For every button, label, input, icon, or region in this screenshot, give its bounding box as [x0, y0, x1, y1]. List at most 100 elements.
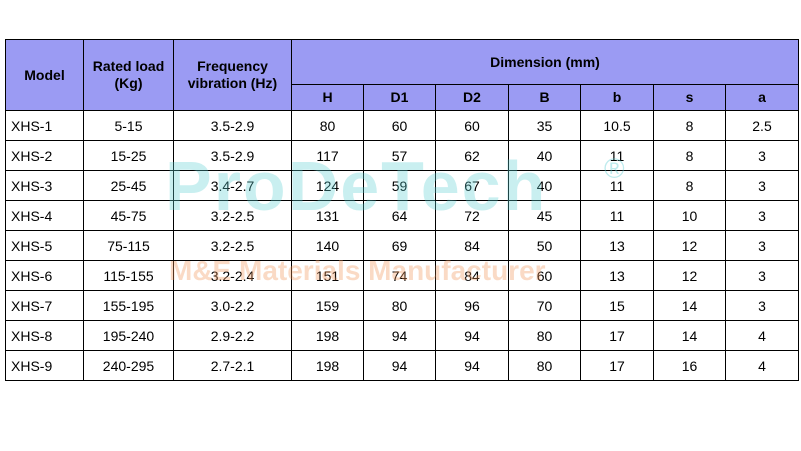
table-cell: 94	[363, 320, 436, 351]
table-cell: 45-75	[83, 200, 174, 231]
table-cell: 3.5-2.9	[173, 140, 292, 171]
model-cell: XHS-9	[5, 350, 84, 381]
header-dim-d1: D1	[363, 84, 436, 111]
table-cell: 3	[725, 230, 799, 261]
table-cell: 12	[653, 230, 726, 261]
table-cell: 115-155	[83, 260, 174, 291]
table-cell: 16	[653, 350, 726, 381]
table-cell: 117	[291, 140, 364, 171]
table-cell: 3	[725, 170, 799, 201]
table-cell: 60	[435, 110, 509, 141]
table-cell: 17	[580, 320, 654, 351]
table-row: XHS-8 195-240 2.9-2.2 198 94 94 80 17 14 4	[5, 320, 799, 351]
table-row: XHS-1 5-15 3.5-2.9 80 60 60 35 10.5 8 2.5	[5, 110, 799, 141]
table-cell: 17	[580, 350, 654, 381]
table-cell: 140	[291, 230, 364, 261]
table-cell: 75-115	[83, 230, 174, 261]
table-cell: 4	[725, 350, 799, 381]
table-cell: 3	[725, 200, 799, 231]
table-cell: 67	[435, 170, 509, 201]
table-cell: 74	[363, 260, 436, 291]
table-cell: 69	[363, 230, 436, 261]
table-cell: 72	[435, 200, 509, 231]
table-cell: 5-15	[83, 110, 174, 141]
table-cell: 35	[508, 110, 581, 141]
table-cell: 94	[435, 350, 509, 381]
table-row: XHS-2 15-25 3.5-2.9 117 57 62 40 11 8 3	[5, 140, 799, 171]
table-cell: 11	[580, 200, 654, 231]
table-cell: 240-295	[83, 350, 174, 381]
table-cell: 8	[653, 170, 726, 201]
table-cell: 60	[508, 260, 581, 291]
table-cell: 80	[291, 110, 364, 141]
table-cell: 15	[580, 290, 654, 321]
table-cell: 8	[653, 110, 726, 141]
table-cell: 151	[291, 260, 364, 291]
table-cell: 84	[435, 260, 509, 291]
table-row: XHS-5 75-115 3.2-2.5 140 69 84 50 13 12 3	[5, 230, 799, 261]
table-row: XHS-3 25-45 3.4-2.7 124 59 67 40 11 8 3	[5, 170, 799, 201]
header-model: Model	[5, 39, 84, 111]
table-cell: 10.5	[580, 110, 654, 141]
table-cell: 198	[291, 320, 364, 351]
table-cell: 50	[508, 230, 581, 261]
table-cell: 10	[653, 200, 726, 231]
model-cell: XHS-7	[5, 290, 84, 321]
table-cell: 3.2-2.5	[173, 200, 292, 231]
table-cell: 70	[508, 290, 581, 321]
table-cell: 3.2-2.4	[173, 260, 292, 291]
table-cell: 3.4-2.7	[173, 170, 292, 201]
header-dim-d2: D2	[435, 84, 509, 111]
table-cell: 3	[725, 140, 799, 171]
table-cell: 3.0-2.2	[173, 290, 292, 321]
table-cell: 62	[435, 140, 509, 171]
table-cell: 25-45	[83, 170, 174, 201]
table-cell: 64	[363, 200, 436, 231]
header-rated-load: Rated load (Kg)	[83, 39, 174, 111]
table-cell: 94	[363, 350, 436, 381]
model-cell: XHS-6	[5, 260, 84, 291]
table-cell: 124	[291, 170, 364, 201]
table-cell: 84	[435, 230, 509, 261]
header-dimension: Dimension (mm)	[291, 39, 799, 85]
table-row: XHS-7 155-195 3.0-2.2 159 80 96 70 15 14 3	[5, 290, 799, 321]
table-cell: 12	[653, 260, 726, 291]
table-row: XHS-9 240-295 2.7-2.1 198 94 94 80 17 16 4	[5, 350, 799, 381]
model-cell: XHS-4	[5, 200, 84, 231]
table-cell: 15-25	[83, 140, 174, 171]
table-cell: 14	[653, 320, 726, 351]
header-dim-s: s	[653, 84, 726, 111]
table-cell: 11	[580, 170, 654, 201]
table-cell: 59	[363, 170, 436, 201]
table-cell: 60	[363, 110, 436, 141]
table-cell: 14	[653, 290, 726, 321]
table-cell: 3.5-2.9	[173, 110, 292, 141]
header-frequency: Frequency vibration (Hz)	[173, 39, 292, 111]
header-dim-a: a	[725, 84, 799, 111]
header-dim-h: H	[291, 84, 364, 111]
table-cell: 80	[363, 290, 436, 321]
table-cell: 2.7-2.1	[173, 350, 292, 381]
table-row: XHS-4 45-75 3.2-2.5 131 64 72 45 11 10 3	[5, 200, 799, 231]
table-cell: 3.2-2.5	[173, 230, 292, 261]
header-dim-b: B	[508, 84, 581, 111]
table-cell: 45	[508, 200, 581, 231]
table-cell: 13	[580, 230, 654, 261]
model-cell: XHS-2	[5, 140, 84, 171]
table-row: XHS-6 115-155 3.2-2.4 151 74 84 60 13 12 3	[5, 260, 799, 291]
table-cell: 2.9-2.2	[173, 320, 292, 351]
table-cell: 11	[580, 140, 654, 171]
table-cell: 96	[435, 290, 509, 321]
table-cell: 8	[653, 140, 726, 171]
table-cell: 80	[508, 320, 581, 351]
model-cell: XHS-5	[5, 230, 84, 261]
table-cell: 4	[725, 320, 799, 351]
table-cell: 40	[508, 140, 581, 171]
table-cell: 155-195	[83, 290, 174, 321]
table-cell: 198	[291, 350, 364, 381]
spec-table-container: Model Rated load (Kg) Frequency vibratio…	[5, 39, 799, 381]
table-cell: 3	[725, 290, 799, 321]
header-dim-b: b	[580, 84, 654, 111]
table-cell: 3	[725, 260, 799, 291]
table-cell: 159	[291, 290, 364, 321]
